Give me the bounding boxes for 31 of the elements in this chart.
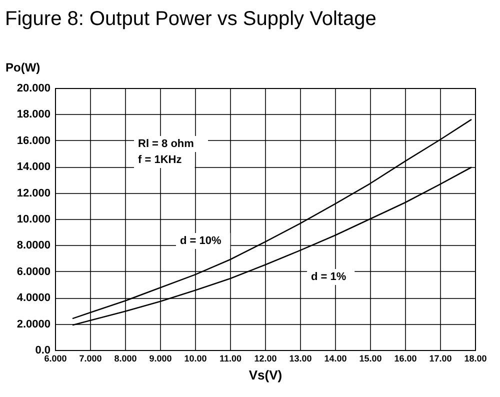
x-tick-label: 17.00 (429, 354, 452, 364)
x-tick-label: 10.00 (184, 354, 207, 364)
y-tick-label: 6.0000 (16, 266, 50, 278)
y-tick-label: 12.000 (16, 187, 50, 200)
y-tick-label: 16.000 (16, 134, 50, 147)
chart-title: Figure 8: Output Power vs Supply Voltage (5, 8, 376, 30)
x-tick-label: 6.000 (44, 354, 67, 364)
x-tick-label: 16.00 (394, 354, 417, 364)
x-axis-title: Vs(V) (248, 368, 282, 382)
y-tick-label: 4.0000 (16, 292, 50, 304)
x-tick-label: 8.000 (114, 354, 137, 364)
annotation: d = 1% (311, 271, 346, 283)
y-tick-label: 10.000 (16, 214, 50, 226)
y-tick-label: 20.000 (16, 82, 50, 94)
x-tick-label: 13.00 (289, 354, 312, 364)
x-tick-label: 15.00 (359, 354, 382, 364)
x-tick-label: 14.00 (324, 354, 347, 364)
y-tick-label: 0.0 (35, 344, 50, 356)
y-tick-label: 2.0000 (16, 318, 50, 330)
y-axis-title: Po(W) (6, 60, 40, 74)
y-tick-label: 18.000 (16, 108, 50, 121)
annotation: d = 10% (180, 235, 222, 247)
y-tick-label: 14.000 (16, 161, 50, 174)
x-tick-label: 11.00 (219, 354, 242, 364)
x-tick-label: 9.000 (149, 354, 172, 364)
annotation: Rl = 8 ohm (138, 138, 194, 150)
y-tick-label: 8.0000 (16, 240, 50, 252)
x-tick-label: 7.000 (79, 354, 102, 364)
x-tick-label: 18.00 (464, 354, 487, 364)
annotation: f = 1KHz (138, 154, 182, 166)
x-tick-label: 12.00 (254, 354, 277, 364)
